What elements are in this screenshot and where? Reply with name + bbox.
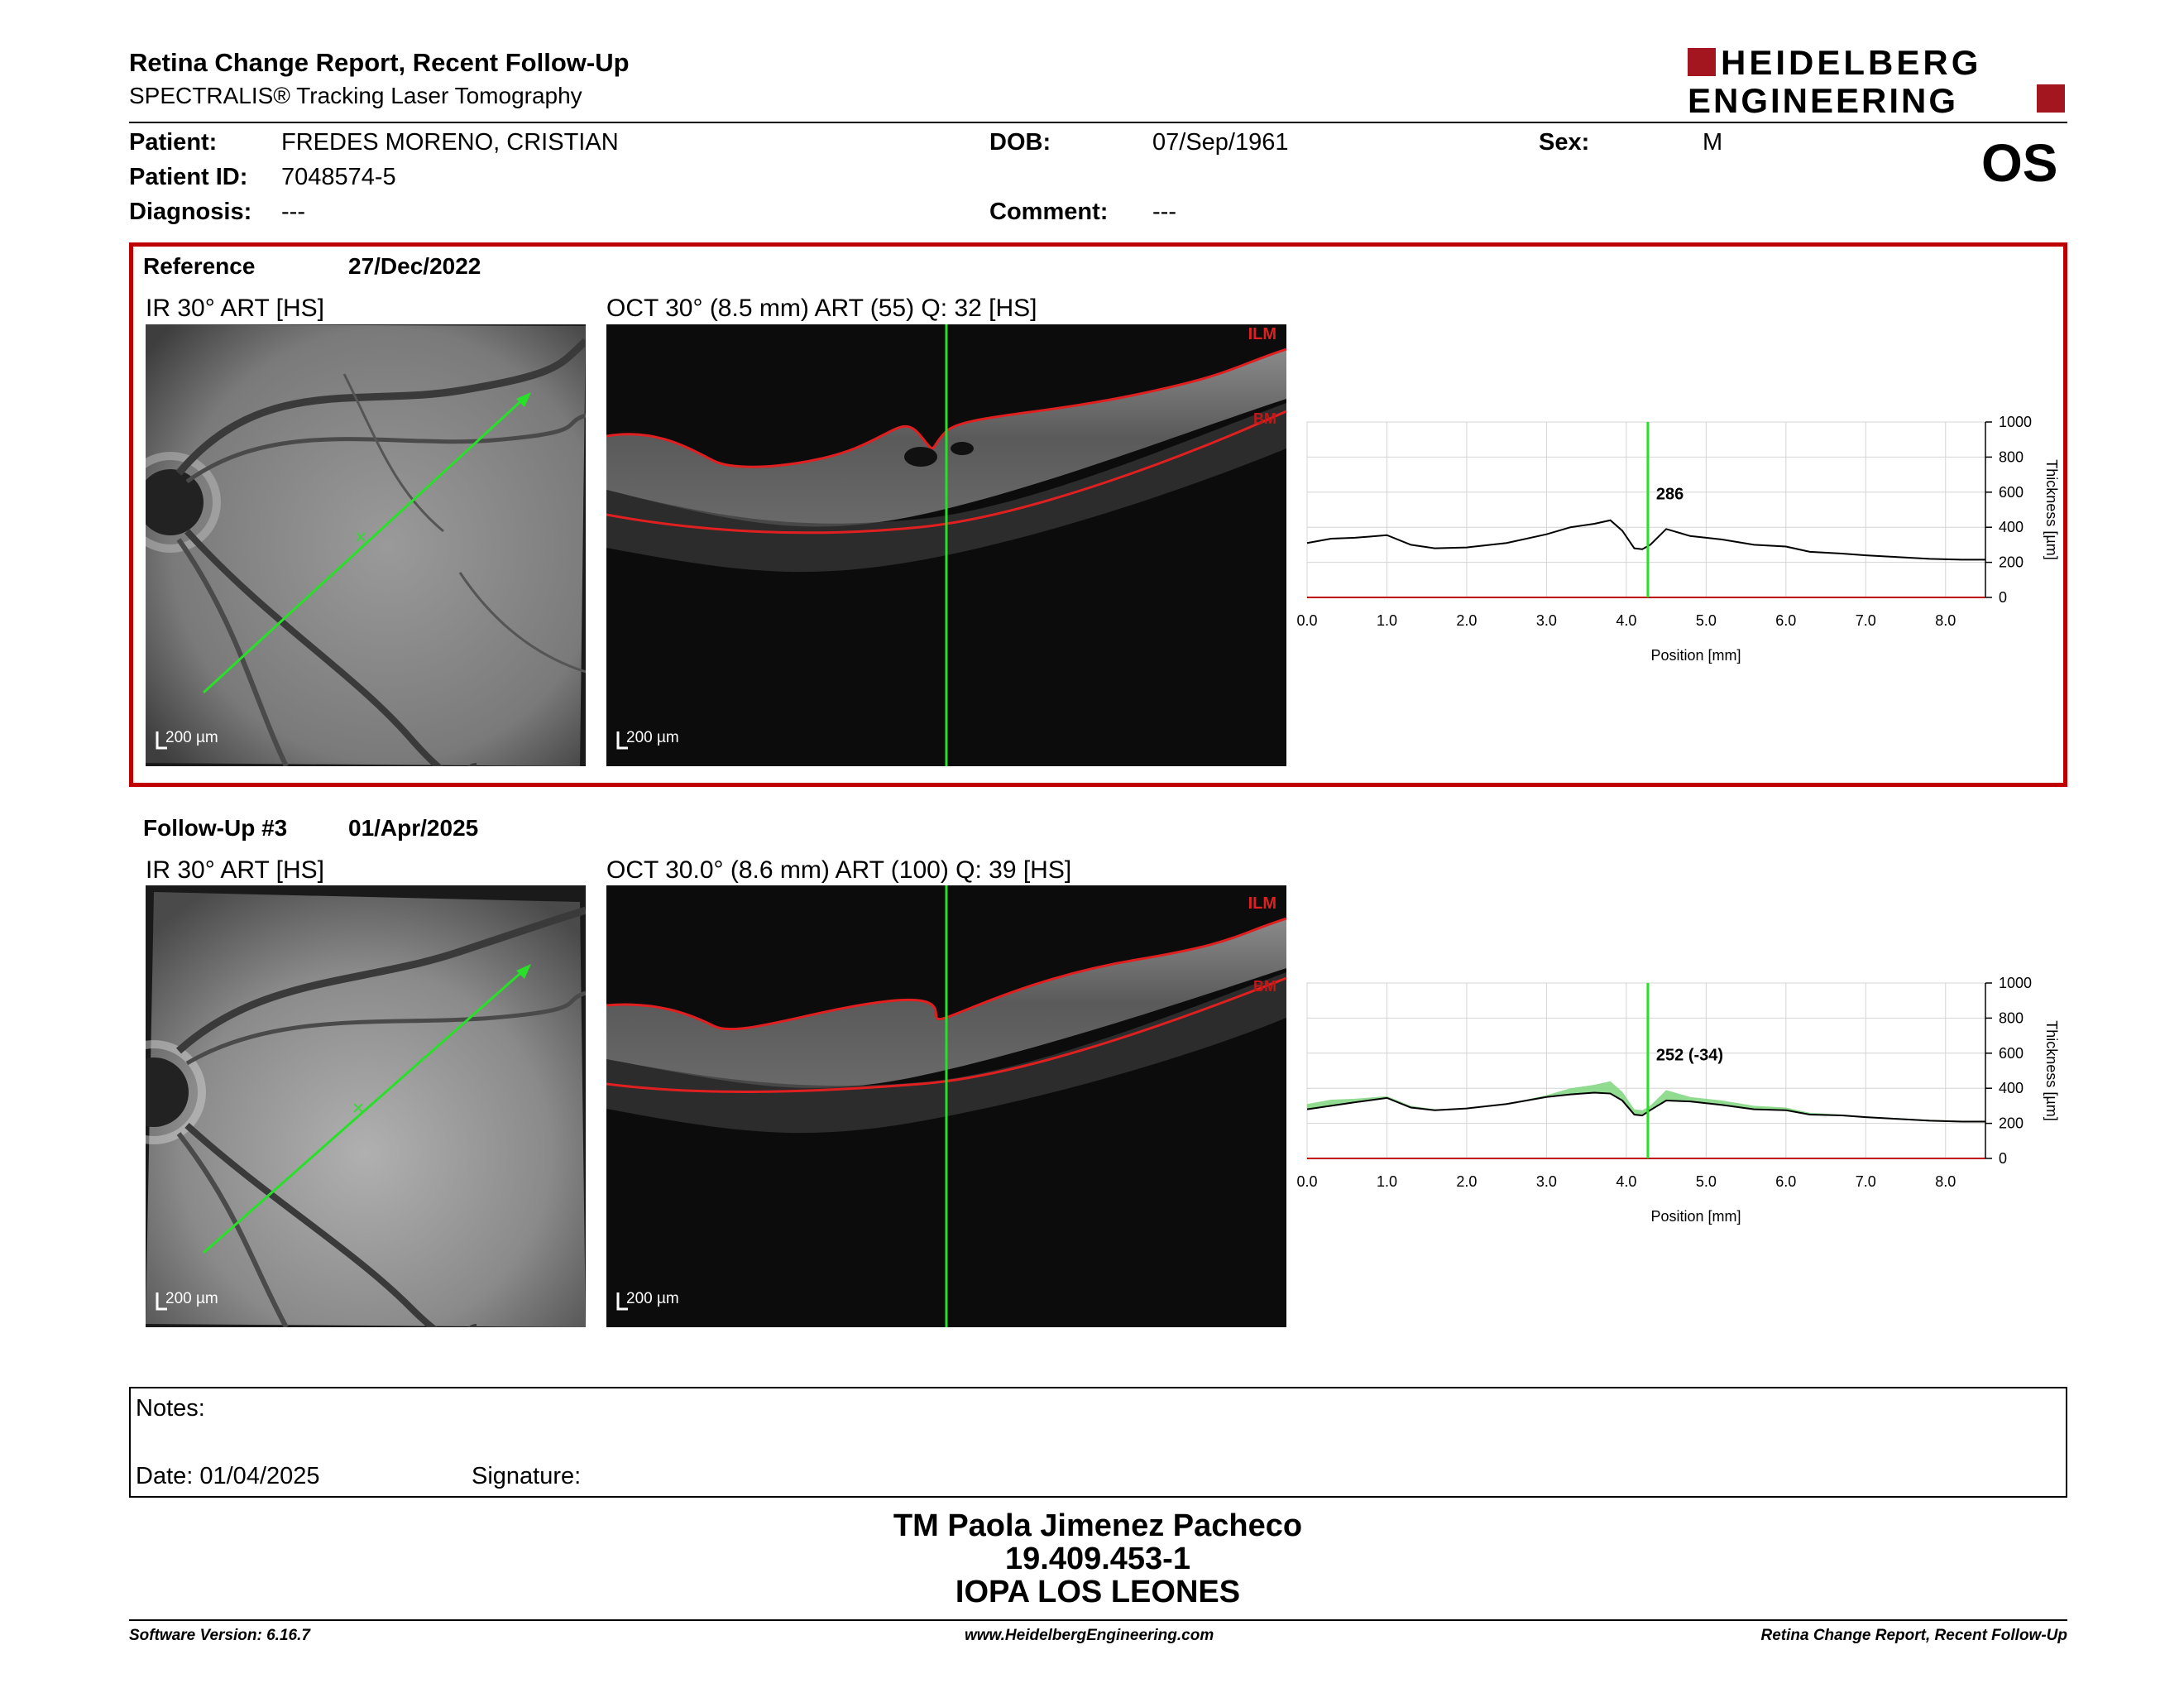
x-tick-label: 2.0 <box>1456 1173 1477 1190</box>
diagnosis-label: Diagnosis: <box>129 199 252 225</box>
reference-ilm-label: ILM <box>1248 325 1276 343</box>
x-tick-label: 4.0 <box>1616 1173 1636 1190</box>
cursor-value-label: 252 (-34) <box>1656 1046 1723 1064</box>
reference-box <box>129 242 2067 787</box>
comment-label: Comment: <box>989 199 1109 225</box>
x-tick-label: 0.0 <box>1296 1173 1317 1190</box>
x-tick-label: 3.0 <box>1536 1173 1557 1190</box>
dob-value: 07/Sep/1961 <box>1152 129 1289 156</box>
report-subtitle: SPECTRALIS® Tracking Laser Tomography <box>129 83 582 108</box>
followup-bm-label: BM <box>1253 978 1276 995</box>
footer-software-version: Software Version: 6.16.7 <box>129 1627 310 1644</box>
svg-text:HEIDELBERG: HEIDELBERG <box>1721 46 1981 82</box>
heidelberg-logo: HEIDELBERG ENGINEERING <box>1688 46 2065 117</box>
patient-name: FREDES MORENO, CRISTIAN <box>281 129 619 156</box>
diagnosis-value: --- <box>281 199 305 225</box>
x-tick-label: 6.0 <box>1775 612 1796 629</box>
signature-label: Signature: <box>472 1463 582 1489</box>
y-axis-label: Thickness [µm] <box>2043 1020 2060 1120</box>
y-tick-label: 600 <box>1999 1045 2024 1062</box>
notes-date: Date: 01/04/2025 <box>136 1463 320 1489</box>
followup-ilm-label: ILM <box>1248 894 1276 913</box>
followup-date: 01/Apr/2025 <box>348 815 479 841</box>
thickness-line <box>1306 519 1985 561</box>
followup-ir-scale: 200 µm <box>165 1290 218 1307</box>
x-tick-label: 1.0 <box>1377 612 1397 629</box>
svg-text:ENGINEERING: ENGINEERING <box>1688 81 1958 117</box>
reference-oct-label: OCT 30° (8.5 mm) ART (55) Q: 32 [HS] <box>606 295 1037 322</box>
followup-label: Follow-Up #3 <box>143 815 288 841</box>
x-tick-label: 7.0 <box>1856 612 1876 629</box>
reference-ir-image: 200 µm <box>146 324 586 766</box>
reference-oct-image: ILM BM 200 µm <box>606 324 1286 766</box>
y-tick-label: 400 <box>1999 1080 2024 1096</box>
y-tick-label: 600 <box>1999 484 2024 501</box>
signatory-org: IOPA LOS LEONES <box>955 1575 1241 1609</box>
x-tick-label: 8.0 <box>1935 612 1956 629</box>
x-tick-label: 4.0 <box>1616 612 1636 629</box>
reference-thickness-chart: 0.0 1.0 2.0 3.0 4.0 5.0 6.0 7.0 8.0 0 200 400 600 800… <box>1296 414 2060 664</box>
cursor-value-label: 286 <box>1656 485 1684 503</box>
report-title: Retina Change Report, Recent Follow-Up <box>129 48 630 77</box>
reference-oct-scale: 200 µm <box>626 729 679 746</box>
signatory-name: TM Paola Jimenez Pacheco <box>893 1508 1303 1543</box>
followup-oct-image: ILM BM 200 µm <box>606 885 1286 1327</box>
followup-thickness-chart: 0.0 1.0 2.0 3.0 4.0 5.0 6.0 7.0 8.0 0 200 400 600 800… <box>1296 975 2060 1225</box>
x-tick-label: 6.0 <box>1775 1173 1796 1190</box>
y-axis-label: Thickness [µm] <box>2043 459 2060 559</box>
followup-oct-scale: 200 µm <box>626 1290 679 1307</box>
x-tick-label: 7.0 <box>1856 1173 1876 1190</box>
dob-label: DOB: <box>989 129 1051 156</box>
y-tick-label: 0 <box>1999 589 2007 606</box>
eye-laterality: OS <box>1981 133 2058 193</box>
footer-report-name: Retina Change Report, Recent Follow-Up <box>1760 1627 2067 1644</box>
followup-oct-label: OCT 30.0° (8.6 mm) ART (100) Q: 39 [HS] <box>606 856 1072 884</box>
x-tick-label: 2.0 <box>1456 612 1477 629</box>
y-tick-label: 400 <box>1999 519 2024 535</box>
sex-value: M <box>1703 129 1723 156</box>
y-tick-label: 800 <box>1999 1009 2024 1026</box>
plot-area <box>1306 421 1986 598</box>
header-divider <box>129 122 2067 123</box>
x-tick-label: 8.0 <box>1935 1173 1956 1190</box>
followup-ir-label: IR 30° ART [HS] <box>146 856 324 884</box>
thickness-line <box>1306 1091 1985 1123</box>
y-tick-label: 200 <box>1999 1115 2024 1132</box>
sex-label: Sex: <box>1539 129 1590 156</box>
followup-ir-image: 200 µm <box>146 885 586 1327</box>
x-tick-label: 3.0 <box>1536 612 1557 629</box>
comment-value: --- <box>1152 199 1176 225</box>
signatory-rut: 19.409.453-1 <box>1005 1542 1190 1576</box>
notes-label: Notes: <box>136 1395 205 1422</box>
patient-id-label: Patient ID: <box>129 164 248 190</box>
reference-label: Reference <box>143 253 256 279</box>
x-tick-label: 5.0 <box>1696 612 1717 629</box>
y-tick-label: 0 <box>1999 1150 2007 1167</box>
footer-website[interactable]: www.HeidelbergEngineering.com <box>965 1627 1214 1644</box>
x-axis-label: Position [mm] <box>1650 647 1741 664</box>
y-tick-label: 1000 <box>1999 975 2032 991</box>
y-tick-label: 800 <box>1999 448 2024 465</box>
patient-name-label: Patient: <box>129 129 218 156</box>
footer-divider <box>129 1619 2067 1621</box>
x-tick-label: 0.0 <box>1296 612 1317 629</box>
patient-id: 7048574-5 <box>281 164 396 190</box>
reference-ir-scale: 200 µm <box>165 729 218 746</box>
reference-bm-label: BM <box>1253 410 1276 427</box>
y-tick-label: 1000 <box>1999 414 2032 430</box>
notes-box: Notes: Date: 01/04/2025 Signature: <box>129 1387 2067 1498</box>
y-tick-label: 200 <box>1999 554 2024 571</box>
x-tick-label: 5.0 <box>1696 1173 1717 1190</box>
plot-area <box>1306 982 1986 1159</box>
x-axis-label: Position [mm] <box>1650 1208 1741 1225</box>
reference-ir-label: IR 30° ART [HS] <box>146 295 324 322</box>
reference-date: 27/Dec/2022 <box>348 253 481 279</box>
x-tick-label: 1.0 <box>1377 1173 1397 1190</box>
